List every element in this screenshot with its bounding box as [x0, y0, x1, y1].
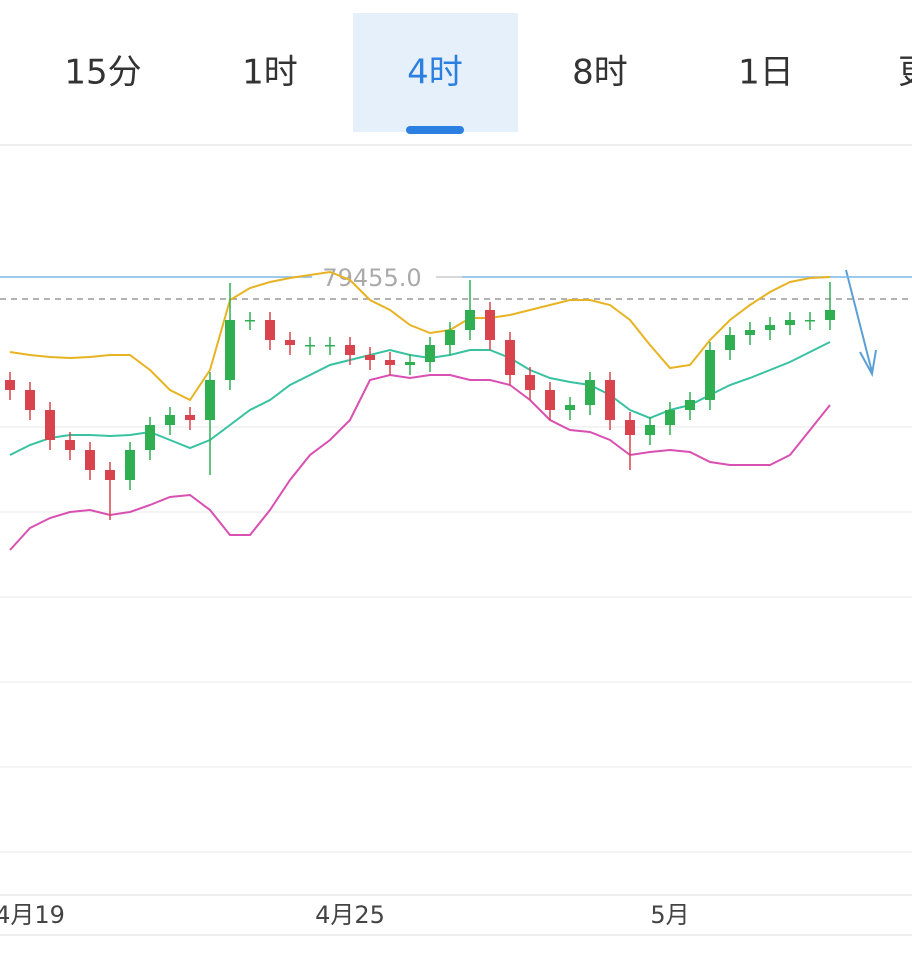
- candle-body: [145, 425, 155, 450]
- candle-body: [65, 440, 75, 450]
- candle-body: [205, 380, 215, 420]
- candle-body: [725, 335, 735, 350]
- candle-body: [545, 390, 555, 410]
- candle-body: [625, 420, 635, 435]
- candle-body: [465, 310, 475, 330]
- candle-body: [25, 390, 35, 410]
- price-label: 79455.0: [322, 264, 421, 292]
- candle-body: [645, 425, 655, 435]
- candle-body: [385, 360, 395, 365]
- candle-body: [805, 320, 815, 322]
- tab[interactable]: 8时: [572, 53, 628, 93]
- candle-body: [265, 320, 275, 340]
- grid: [0, 426, 912, 853]
- candle-body: [605, 380, 615, 420]
- candle-body: [665, 410, 675, 425]
- candle-body: [245, 320, 255, 322]
- candle-body: [485, 310, 495, 340]
- candle-body: [825, 310, 835, 320]
- candle-body: [565, 405, 575, 410]
- band-line: [9, 270, 831, 402]
- selected-tab-bg: [353, 13, 518, 132]
- candle-body: [85, 450, 95, 470]
- tab[interactable]: 1日: [738, 53, 794, 93]
- candle-body: [785, 320, 795, 325]
- x-tick-label: 4月25: [315, 901, 385, 929]
- candle-body: [365, 355, 375, 360]
- candle-body: [405, 362, 415, 365]
- candle-body: [285, 340, 295, 345]
- candle-body: [425, 345, 435, 362]
- candle-body: [745, 330, 755, 335]
- arrow-annotation: [845, 269, 877, 378]
- candle-body: [525, 375, 535, 390]
- x-tick-label: 4月19: [0, 901, 65, 929]
- candle-body: [125, 450, 135, 480]
- candle-body: [105, 470, 115, 480]
- tab[interactable]: 1时: [242, 53, 298, 93]
- band-line: [9, 373, 831, 551]
- candle-body: [705, 350, 715, 400]
- candle-body: [585, 380, 595, 405]
- candle-body: [185, 415, 195, 420]
- tab[interactable]: 更多: [898, 53, 912, 93]
- selected-tab-indicator: [406, 126, 464, 134]
- tab[interactable]: 4时: [407, 53, 463, 93]
- candle-body: [305, 345, 315, 347]
- candle-body: [165, 415, 175, 425]
- candle-body: [325, 345, 335, 347]
- tab[interactable]: 15分: [64, 53, 141, 93]
- candle-body: [5, 380, 15, 390]
- candle-body: [225, 320, 235, 380]
- candle-body: [765, 325, 775, 330]
- x-tick-label: 5月: [650, 901, 689, 929]
- candle-body: [45, 410, 55, 440]
- candle-body: [505, 340, 515, 375]
- candle-body: [345, 345, 355, 355]
- candle-body: [445, 330, 455, 345]
- candle-body: [685, 400, 695, 410]
